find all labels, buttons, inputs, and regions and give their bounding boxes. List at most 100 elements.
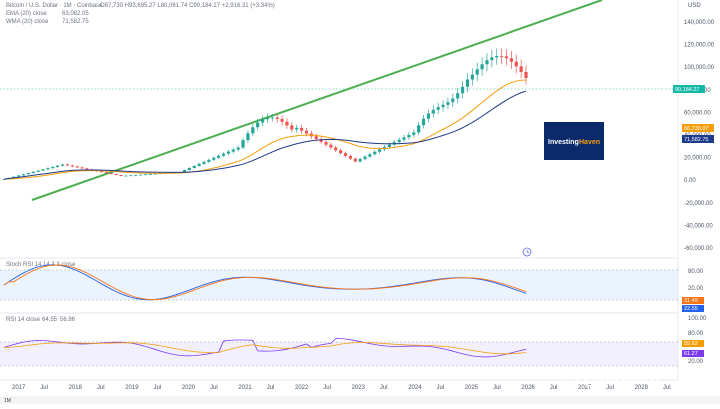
candle[interactable] [397, 139, 401, 143]
candle[interactable] [56, 165, 60, 167]
candle[interactable] [407, 134, 411, 138]
candle[interactable] [475, 69, 479, 75]
candle[interactable] [85, 168, 89, 170]
candle[interactable] [353, 158, 357, 162]
candle[interactable] [17, 175, 21, 177]
candle[interactable] [231, 149, 235, 152]
candle[interactable] [339, 150, 343, 154]
candle[interactable] [187, 167, 191, 171]
candle[interactable] [334, 147, 338, 151]
candle[interactable] [246, 133, 250, 141]
candle[interactable] [324, 141, 328, 145]
candle[interactable] [236, 147, 240, 150]
stoch-label[interactable]: Stoch RSI 14 14 3 3 close [6, 262, 76, 268]
candle[interactable] [260, 119, 265, 123]
candle[interactable] [270, 117, 274, 119]
candle[interactable] [265, 117, 270, 120]
candle[interactable] [314, 136, 318, 140]
candle[interactable] [465, 79, 470, 87]
candle[interactable] [138, 174, 143, 176]
candle[interactable] [2, 179, 6, 180]
candle[interactable] [456, 93, 460, 99]
candle[interactable] [65, 164, 70, 166]
candle[interactable] [514, 61, 518, 67]
candle[interactable] [431, 109, 435, 114]
candle[interactable] [500, 56, 504, 57]
candle[interactable] [70, 165, 74, 167]
candle[interactable] [153, 173, 157, 175]
candle[interactable] [504, 56, 509, 59]
candle[interactable] [60, 164, 65, 166]
candle[interactable] [509, 58, 513, 62]
candle[interactable] [421, 118, 426, 126]
candle[interactable] [319, 139, 323, 142]
candle[interactable] [363, 156, 367, 160]
candle[interactable] [402, 137, 406, 140]
candle[interactable] [304, 130, 309, 134]
candle[interactable] [368, 154, 372, 157]
candle[interactable] [251, 127, 255, 134]
candle[interactable] [197, 163, 201, 166]
candle[interactable] [460, 86, 465, 94]
candle[interactable] [495, 56, 499, 58]
candle[interactable] [470, 74, 474, 80]
candle[interactable] [134, 174, 138, 176]
x-axis-ticks[interactable]: 2017 Jul 2018 Jul 2019 Jul 2020 Jul 2021 Jul 2022 J… [12, 385, 671, 391]
candle[interactable] [451, 98, 455, 103]
candle[interactable] [119, 175, 123, 176]
candle[interactable] [417, 125, 421, 133]
candle[interactable] [148, 174, 152, 175]
candle[interactable] [124, 175, 128, 177]
candle[interactable] [524, 71, 528, 78]
candle[interactable] [51, 166, 55, 169]
candle[interactable] [36, 170, 40, 172]
candle[interactable] [329, 144, 333, 148]
candle[interactable] [41, 169, 45, 171]
candle[interactable] [226, 151, 231, 154]
candle[interactable] [519, 66, 523, 72]
candle[interactable] [202, 161, 206, 164]
candle[interactable] [26, 173, 30, 175]
candle[interactable] [99, 171, 104, 173]
rsi-label[interactable]: RSI 14 close [6, 317, 41, 323]
candle[interactable] [343, 153, 348, 156]
candle[interactable] [426, 113, 431, 119]
candle[interactable] [280, 119, 284, 122]
candle[interactable] [485, 60, 489, 65]
candle[interactable] [436, 107, 440, 110]
candle[interactable] [480, 64, 484, 70]
candle[interactable] [109, 173, 113, 175]
candle[interactable] [114, 174, 118, 176]
candle[interactable] [221, 153, 226, 156]
candle[interactable] [387, 144, 392, 147]
footer-timeframe[interactable]: 1M [4, 398, 11, 404]
wma-legend[interactable]: WMA (20) close [6, 19, 49, 25]
candle[interactable] [212, 157, 216, 160]
candle[interactable] [256, 122, 260, 128]
candle[interactable] [275, 117, 279, 120]
replay-icon[interactable] [522, 247, 532, 257]
candle[interactable] [129, 175, 133, 177]
ema-legend[interactable]: EMA (20) close [6, 11, 47, 17]
candle[interactable] [412, 132, 416, 135]
candle[interactable] [299, 127, 304, 131]
candle[interactable] [241, 140, 245, 148]
candle[interactable] [21, 174, 26, 176]
trendline[interactable] [31, 0, 603, 201]
candle[interactable] [290, 125, 294, 130]
candle[interactable] [378, 149, 382, 152]
candle[interactable] [192, 165, 196, 168]
candle[interactable] [348, 155, 352, 159]
candle[interactable] [182, 170, 187, 173]
candle[interactable] [285, 121, 289, 126]
candle[interactable] [12, 176, 16, 178]
candle[interactable] [46, 168, 50, 170]
candle[interactable] [490, 57, 494, 61]
candle[interactable] [358, 159, 362, 162]
candle[interactable] [207, 159, 211, 162]
candle[interactable] [104, 172, 109, 174]
candle[interactable] [441, 104, 445, 108]
candle[interactable] [75, 166, 79, 168]
candle[interactable] [80, 167, 84, 169]
